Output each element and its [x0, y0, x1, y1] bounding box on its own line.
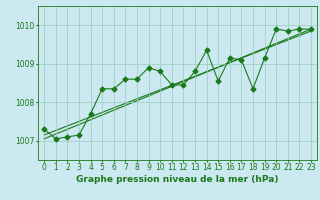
X-axis label: Graphe pression niveau de la mer (hPa): Graphe pression niveau de la mer (hPa): [76, 175, 279, 184]
